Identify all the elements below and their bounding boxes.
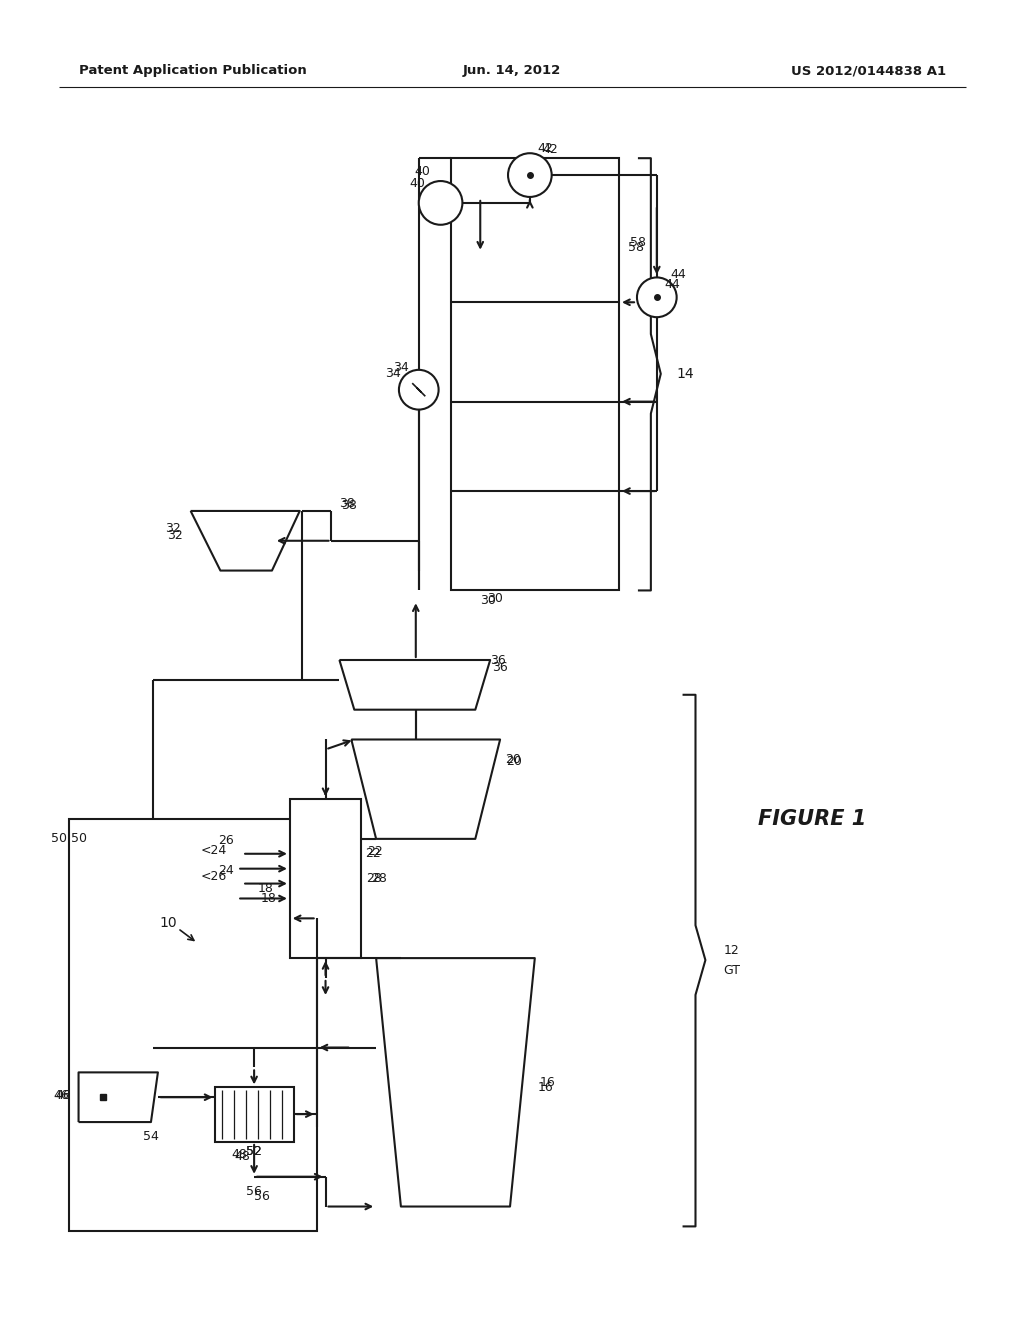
Text: 56: 56 — [246, 1185, 262, 1199]
Text: FIGURE 1: FIGURE 1 — [758, 809, 866, 829]
Text: 16: 16 — [540, 1076, 556, 1089]
Text: 36: 36 — [490, 653, 506, 667]
Text: 42: 42 — [538, 141, 554, 154]
Text: 36: 36 — [493, 661, 508, 675]
Text: 30: 30 — [487, 591, 503, 605]
Bar — [69, 818, 316, 1232]
Polygon shape — [339, 660, 490, 710]
Text: 58: 58 — [630, 236, 646, 249]
Text: Jun. 14, 2012: Jun. 14, 2012 — [463, 65, 561, 78]
Text: US 2012/0144838 A1: US 2012/0144838 A1 — [792, 65, 946, 78]
Text: 52: 52 — [246, 1146, 262, 1159]
Text: 24: 24 — [218, 865, 234, 878]
Circle shape — [508, 153, 552, 197]
Text: 32: 32 — [165, 523, 180, 536]
Polygon shape — [79, 1072, 158, 1122]
Text: 12: 12 — [723, 944, 739, 957]
Text: 52: 52 — [246, 1146, 262, 1159]
Text: 48: 48 — [234, 1150, 250, 1163]
Text: 34: 34 — [385, 367, 401, 380]
Circle shape — [399, 370, 438, 409]
Text: Patent Application Publication: Patent Application Publication — [79, 65, 306, 78]
Text: 30: 30 — [480, 594, 497, 607]
Text: 26: 26 — [218, 834, 234, 847]
Polygon shape — [376, 958, 535, 1206]
Text: 20: 20 — [506, 755, 522, 768]
Text: 18: 18 — [261, 892, 276, 906]
Text: 20: 20 — [505, 752, 521, 766]
Bar — [290, 799, 361, 958]
Text: 34: 34 — [393, 362, 409, 375]
Text: 46: 46 — [53, 1089, 69, 1102]
Bar — [451, 158, 620, 590]
Text: 48: 48 — [231, 1148, 247, 1162]
Text: 32: 32 — [167, 529, 182, 543]
Bar — [215, 1088, 294, 1142]
Text: 46: 46 — [56, 1089, 72, 1102]
Text: 54: 54 — [143, 1130, 159, 1143]
Text: 16: 16 — [538, 1081, 554, 1094]
Text: 58: 58 — [628, 242, 644, 255]
Text: 40: 40 — [415, 165, 431, 178]
Text: 14: 14 — [677, 367, 694, 380]
Text: 44: 44 — [671, 268, 686, 281]
Polygon shape — [351, 739, 500, 840]
Text: 18: 18 — [258, 882, 274, 895]
Text: 40: 40 — [410, 177, 426, 190]
Text: 38: 38 — [341, 499, 357, 512]
Polygon shape — [190, 511, 300, 570]
Text: 50: 50 — [71, 833, 87, 845]
Text: 42: 42 — [543, 143, 558, 156]
Text: 22: 22 — [368, 845, 383, 858]
Text: 10: 10 — [159, 916, 176, 931]
Text: 50: 50 — [50, 833, 67, 845]
Text: 28: 28 — [367, 873, 382, 886]
Text: 44: 44 — [665, 279, 681, 290]
Text: 38: 38 — [339, 498, 355, 511]
Text: <26: <26 — [201, 870, 227, 883]
Text: GT: GT — [723, 964, 740, 977]
Text: 22: 22 — [366, 847, 381, 861]
Text: 56: 56 — [254, 1191, 270, 1203]
Text: 28: 28 — [371, 873, 387, 886]
Circle shape — [637, 277, 677, 317]
Text: <24: <24 — [201, 845, 227, 857]
Circle shape — [419, 181, 463, 224]
